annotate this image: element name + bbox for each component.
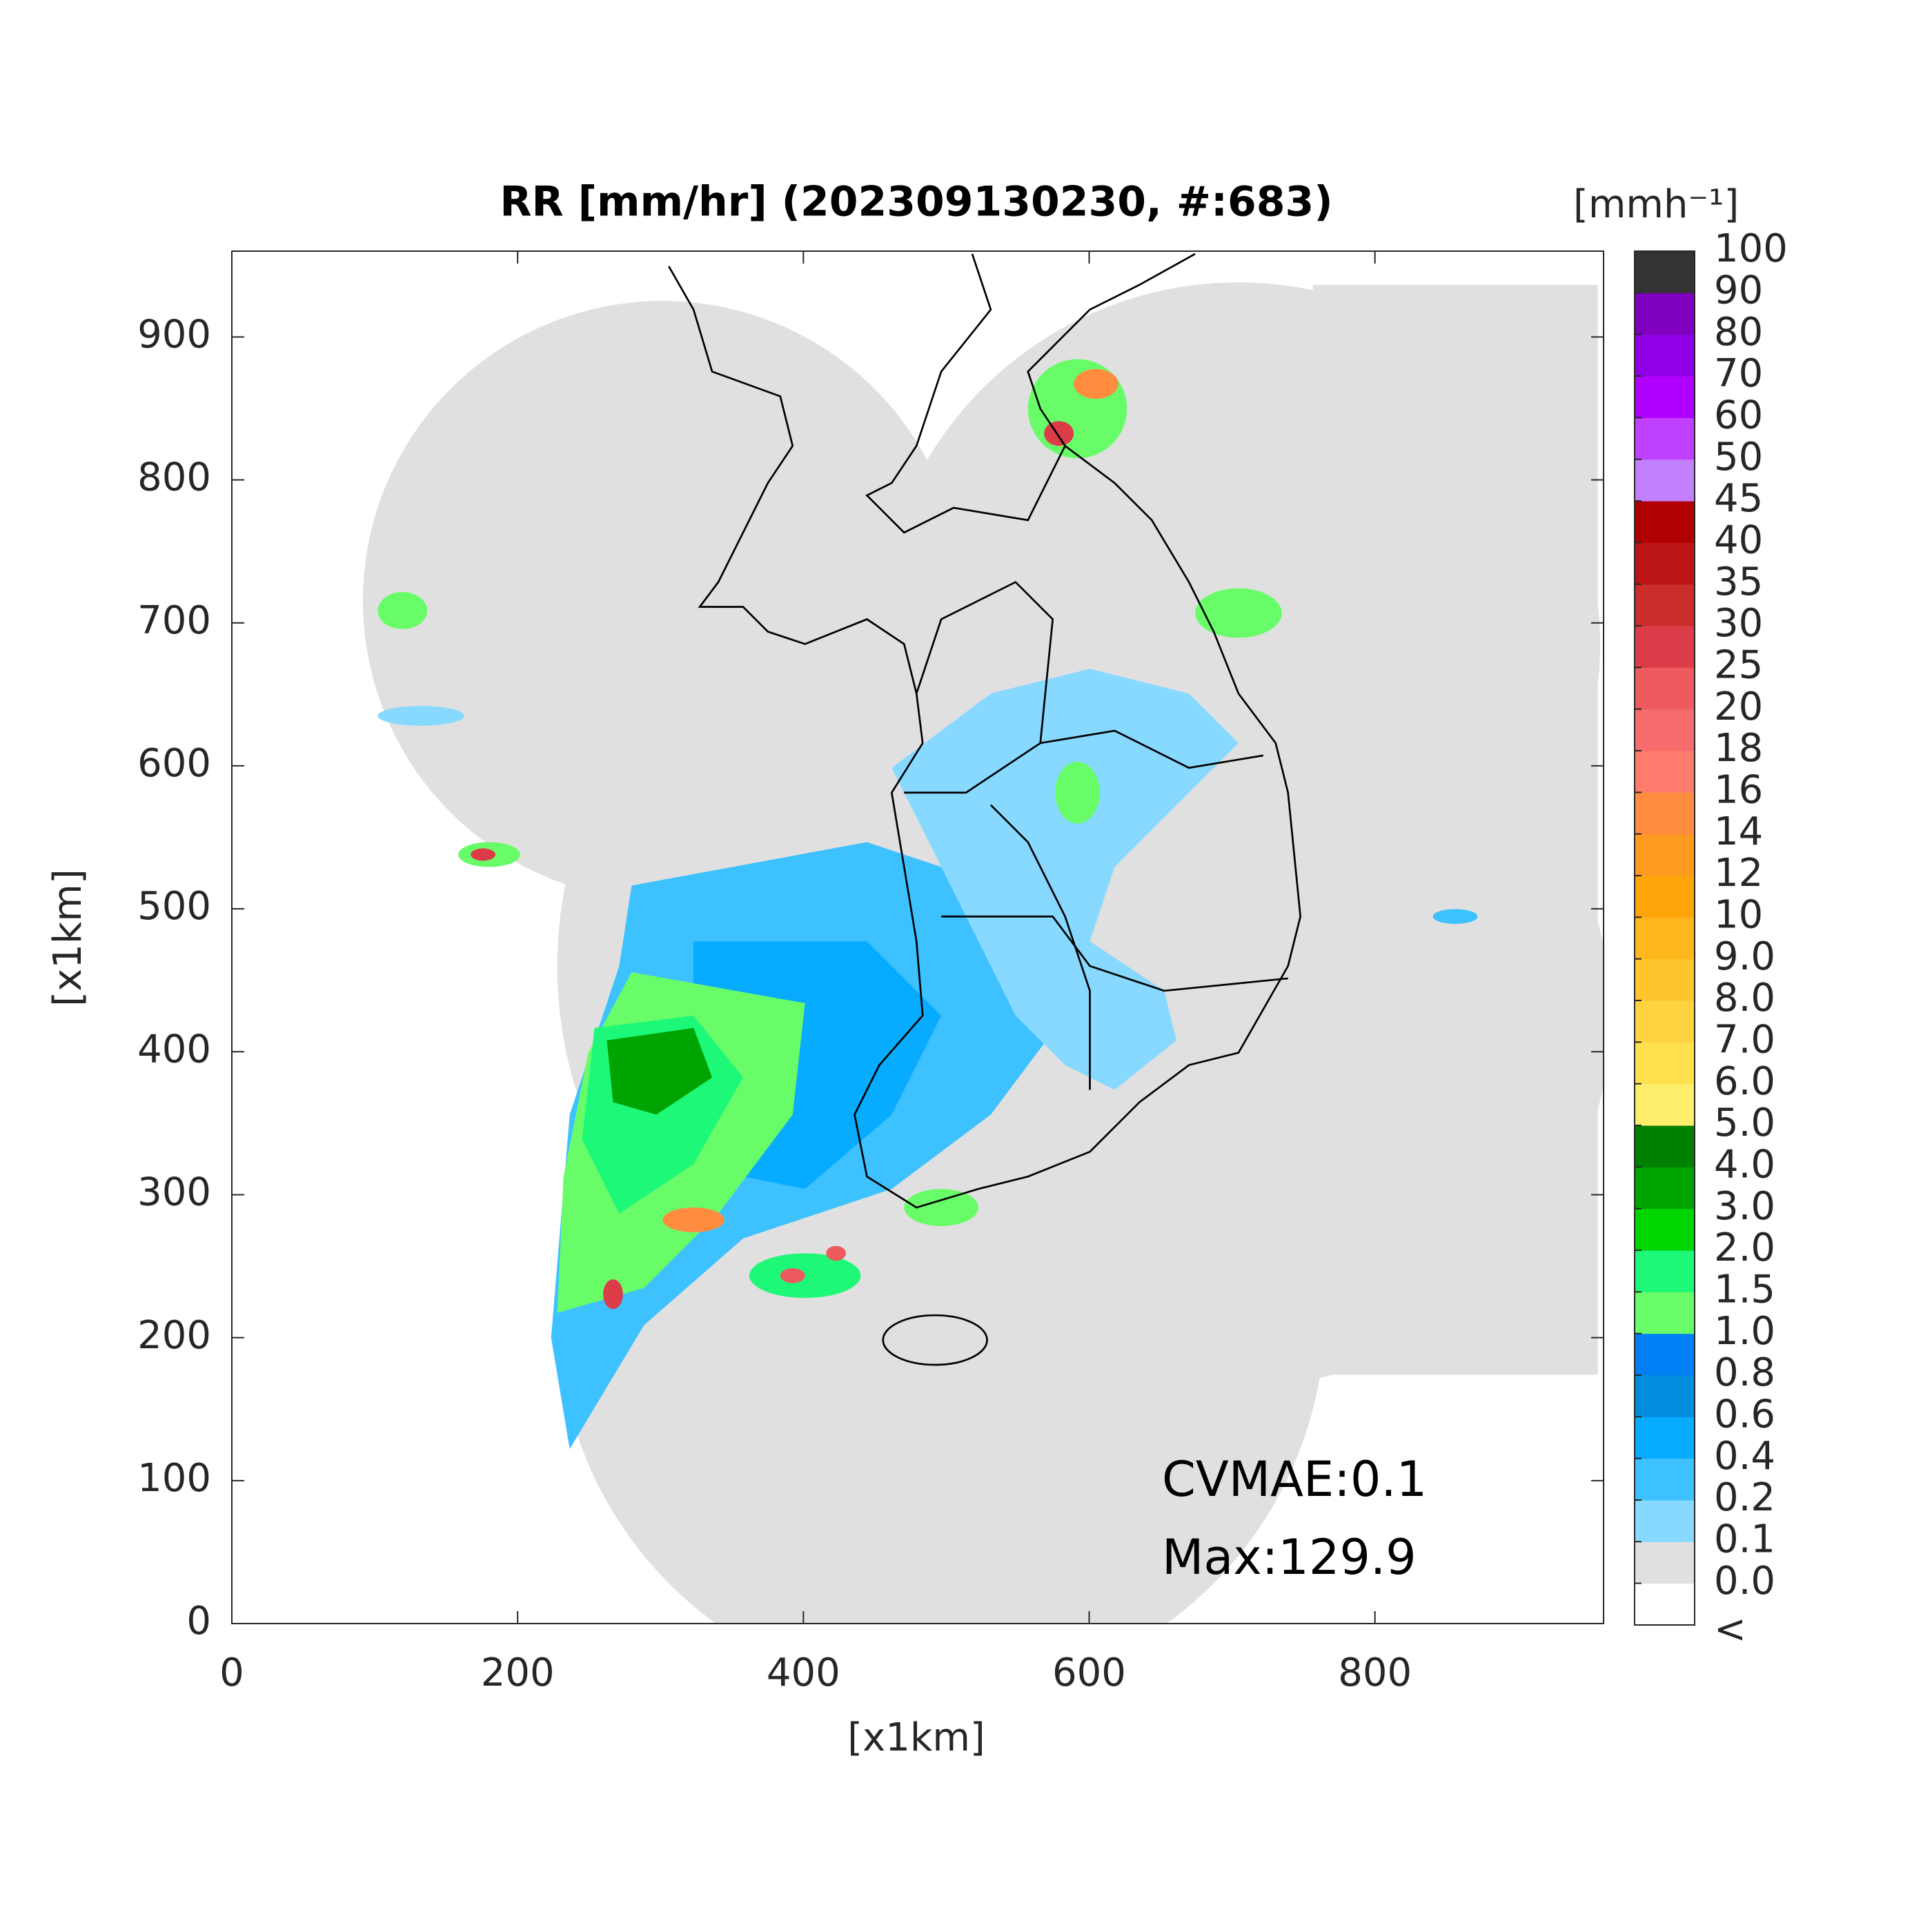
- colorbar-tick-label: 20: [1714, 684, 1763, 729]
- colorbar-tick-label: 35: [1714, 560, 1763, 604]
- colorbar-segment: [1635, 584, 1695, 627]
- colorbar-tick-label: 0.4: [1714, 1434, 1775, 1479]
- colorbar-segment: [1635, 1375, 1695, 1417]
- colorbar-tick-label: 8.0: [1714, 976, 1775, 1021]
- colorbar-tick-label: 1.5: [1714, 1267, 1775, 1312]
- colorbar-segment: [1635, 626, 1695, 668]
- colorbar-tick-label: 0.6: [1714, 1392, 1775, 1437]
- colorbar-tick-label: 0.8: [1714, 1350, 1775, 1395]
- colorbar-segment: [1635, 1500, 1695, 1542]
- colorbar-tick-label: 0.2: [1714, 1475, 1775, 1520]
- colorbar-label: [mmh⁻¹]: [1573, 182, 1739, 227]
- y-tick-label: 100: [137, 1456, 211, 1501]
- colorbar-tick-label: 18: [1714, 726, 1763, 771]
- colorbar-segment: [1635, 1167, 1695, 1210]
- colorbar-frame: [1634, 250, 1695, 1626]
- colorbar-segment: [1635, 1000, 1695, 1043]
- colorbar-tick-label: 0.0: [1714, 1559, 1775, 1604]
- x-tick-label: 400: [767, 1650, 840, 1695]
- colorbar-segment: [1635, 1417, 1695, 1459]
- y-tick-label: 400: [137, 1027, 211, 1072]
- y-tick-label: 200: [137, 1313, 211, 1358]
- x-tick-label: 200: [481, 1650, 555, 1695]
- colorbar-tick-label: 45: [1714, 476, 1763, 521]
- x-tick-label: 600: [1052, 1650, 1126, 1695]
- x-tick-label: 800: [1338, 1650, 1412, 1695]
- colorbar-segment: [1635, 334, 1695, 377]
- colorbar-segment: [1635, 917, 1695, 960]
- colorbar-segment: [1635, 958, 1695, 1001]
- x-tick-label: 0: [219, 1650, 244, 1695]
- colorbar-tick-label: 40: [1714, 518, 1763, 562]
- colorbar-tick-label: 3.0: [1714, 1184, 1775, 1229]
- colorbar-tick-label: <: [1714, 1607, 1746, 1652]
- annotation: Max:129.9: [1162, 1529, 1417, 1586]
- colorbar-segment: [1635, 1541, 1695, 1584]
- y-tick-label: 300: [137, 1170, 211, 1215]
- x-axis-label: [x1km]: [847, 1715, 985, 1760]
- colorbar-segment: [1635, 542, 1695, 585]
- colorbar-tick-label: 9.0: [1714, 934, 1775, 979]
- colorbar-tick-label: 7.0: [1714, 1017, 1775, 1062]
- y-tick-label: 800: [137, 455, 211, 500]
- colorbar-tick-label: 30: [1714, 601, 1763, 646]
- colorbar-segment: [1635, 293, 1695, 335]
- colorbar-tick-label: 1.0: [1714, 1309, 1775, 1354]
- colorbar-tick-label: 60: [1714, 393, 1763, 437]
- y-axis-label: [x1km]: [46, 869, 90, 1006]
- colorbar-segment: [1635, 1208, 1695, 1251]
- colorbar-segment: [1635, 1583, 1695, 1626]
- colorbar-tick-label: 10: [1714, 892, 1763, 937]
- radar-field: [362, 253, 1604, 1624]
- colorbar-segment: [1635, 251, 1695, 293]
- colorbar-segment: [1635, 1333, 1695, 1376]
- colorbar-segment: [1635, 1292, 1695, 1334]
- colorbar-segment: [1635, 501, 1695, 543]
- colorbar-segment: [1635, 417, 1695, 460]
- colorbar-tick-label: 80: [1714, 310, 1763, 355]
- colorbar-segment: [1635, 709, 1695, 751]
- axes-frame: [231, 250, 1604, 1624]
- colorbar-tick-label: 16: [1714, 767, 1763, 812]
- colorbar-segment: [1635, 834, 1695, 876]
- colorbar-segment: [1635, 1042, 1695, 1085]
- y-tick-label: 900: [137, 312, 211, 357]
- y-tick-label: 500: [137, 884, 211, 929]
- colorbar-segment: [1635, 1250, 1695, 1292]
- precipitation: [377, 359, 1478, 1450]
- colorbar-segment: [1635, 459, 1695, 502]
- colorbar-tick-label: 100: [1714, 226, 1788, 271]
- colorbar-tick-label: 0.1: [1714, 1517, 1775, 1561]
- coastline: [668, 253, 1302, 1366]
- colorbar-tick-label: 2.0: [1714, 1225, 1775, 1270]
- colorbar-tick-label: 25: [1714, 642, 1763, 687]
- colorbar-tick-label: 4.0: [1714, 1142, 1775, 1187]
- colorbar-tick-label: 70: [1714, 351, 1763, 396]
- y-tick-label: 700: [137, 598, 211, 643]
- colorbar-tick-label: 90: [1714, 268, 1763, 313]
- annotation: CVMAE:0.1: [1162, 1451, 1427, 1508]
- colorbar-tick-label: 14: [1714, 809, 1763, 854]
- colorbar-tick-label: 6.0: [1714, 1059, 1775, 1104]
- colorbar-tick-label: 12: [1714, 851, 1763, 896]
- colorbar-segment: [1635, 1083, 1695, 1126]
- y-tick-label: 0: [186, 1599, 211, 1644]
- colorbar-segment: [1635, 376, 1695, 418]
- colorbar-segment: [1635, 792, 1695, 835]
- colorbar-segment: [1635, 667, 1695, 710]
- chart-title: RR [mm/hr] (202309130230, #:683): [500, 178, 1332, 226]
- colorbar-tick-label: 5.0: [1714, 1101, 1775, 1145]
- colorbar-segment: [1635, 1125, 1695, 1167]
- colorbar-segment: [1635, 1458, 1695, 1501]
- y-tick-label: 600: [137, 741, 211, 786]
- colorbar-segment: [1635, 876, 1695, 918]
- colorbar-tick-label: 50: [1714, 435, 1763, 480]
- colorbar-segment: [1635, 751, 1695, 793]
